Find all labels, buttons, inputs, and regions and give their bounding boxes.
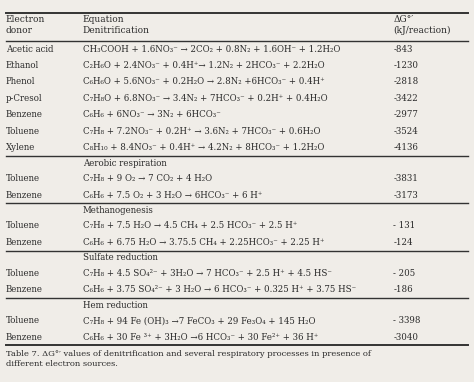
Text: Benzene: Benzene <box>6 191 43 199</box>
Text: -3173: -3173 <box>393 191 418 199</box>
Text: -3040: -3040 <box>393 333 419 342</box>
Text: Table 7. ΔG°′ values of denitrification and several respiratory processes in pre: Table 7. ΔG°′ values of denitrification … <box>6 350 371 368</box>
Text: Toluene: Toluene <box>6 222 40 230</box>
Text: C₆H₆ + 3.75 SO₄²⁻ + 3 H₂O → 6 HCO₃⁻ + 0.325 H⁺ + 3.75 HS⁻: C₆H₆ + 3.75 SO₄²⁻ + 3 H₂O → 6 HCO₃⁻ + 0.… <box>83 285 356 294</box>
Text: C₇H₈ + 4.5 SO₄²⁻ + 3H₂O → 7 HCO₃⁻ + 2.5 H⁺ + 4.5 HS⁻: C₇H₈ + 4.5 SO₄²⁻ + 3H₂O → 7 HCO₃⁻ + 2.5 … <box>83 269 332 278</box>
Text: -3831: -3831 <box>393 174 418 183</box>
Text: Benzene: Benzene <box>6 238 43 247</box>
Text: Phenol: Phenol <box>6 78 35 86</box>
Text: -124: -124 <box>393 238 413 247</box>
Text: ΔG°′
(kJ/reaction): ΔG°′ (kJ/reaction) <box>393 15 451 35</box>
Text: C₈H₁₀ + 8.4NO₃⁻ + 0.4H⁺ → 4.2N₂ + 8HCO₃⁻ + 1.2H₂O: C₈H₁₀ + 8.4NO₃⁻ + 0.4H⁺ → 4.2N₂ + 8HCO₃⁻… <box>83 143 324 152</box>
Text: C₆H₆ + 6.75 H₂O → 3.75.5 CH₄ + 2.25HCO₃⁻ + 2.25 H⁺: C₆H₆ + 6.75 H₂O → 3.75.5 CH₄ + 2.25HCO₃⁻… <box>83 238 324 247</box>
Text: - 131: - 131 <box>393 222 416 230</box>
Text: Toluene: Toluene <box>6 174 40 183</box>
Text: C₇H₈ + 7.5 H₂O → 4.5 CH₄ + 2.5 HCO₃⁻ + 2.5 H⁺: C₇H₈ + 7.5 H₂O → 4.5 CH₄ + 2.5 HCO₃⁻ + 2… <box>83 222 297 230</box>
Text: Benzene: Benzene <box>6 285 43 294</box>
Text: Hem reduction: Hem reduction <box>83 301 148 310</box>
Text: -186: -186 <box>393 285 413 294</box>
Text: C₇H₈ + 9 O₂ → 7 CO₂ + 4 H₂O: C₇H₈ + 9 O₂ → 7 CO₂ + 4 H₂O <box>83 174 212 183</box>
Text: Ethanol: Ethanol <box>6 61 39 70</box>
Text: Toluene: Toluene <box>6 269 40 278</box>
Text: Aerobic respiration: Aerobic respiration <box>83 159 167 168</box>
Text: C₂H₆O + 2.4NO₃⁻ + 0.4H⁺→ 1.2N₂ + 2HCO₃⁻ + 2.2H₂O: C₂H₆O + 2.4NO₃⁻ + 0.4H⁺→ 1.2N₂ + 2HCO₃⁻ … <box>83 61 325 70</box>
Text: Acetic acid: Acetic acid <box>6 45 53 53</box>
Text: C₇H₈O + 6.8NO₃⁻ → 3.4N₂ + 7HCO₃⁻ + 0.2H⁺ + 0.4H₂O: C₇H₈O + 6.8NO₃⁻ → 3.4N₂ + 7HCO₃⁻ + 0.2H⁺… <box>83 94 328 103</box>
Text: Methanogenesis: Methanogenesis <box>83 206 154 215</box>
Text: -3422: -3422 <box>393 94 418 103</box>
Text: CH₃COOH + 1.6NO₃⁻ → 2CO₂ + 0.8N₂ + 1.6OH⁻ + 1.2H₂O: CH₃COOH + 1.6NO₃⁻ → 2CO₂ + 0.8N₂ + 1.6OH… <box>83 45 340 53</box>
Text: C₇H₈ + 7.2NO₃⁻ + 0.2H⁺ → 3.6N₂ + 7HCO₃⁻ + 0.6H₂O: C₇H₈ + 7.2NO₃⁻ + 0.2H⁺ → 3.6N₂ + 7HCO₃⁻ … <box>83 127 320 136</box>
Text: Sulfate reduction: Sulfate reduction <box>83 253 158 262</box>
Text: -1230: -1230 <box>393 61 419 70</box>
Text: Xylene: Xylene <box>6 143 35 152</box>
Text: -2818: -2818 <box>393 78 419 86</box>
Text: Benzene: Benzene <box>6 333 43 342</box>
Text: -2977: -2977 <box>393 110 418 119</box>
Text: -4136: -4136 <box>393 143 418 152</box>
Text: -3524: -3524 <box>393 127 418 136</box>
Text: Benzene: Benzene <box>6 110 43 119</box>
Text: p-Cresol: p-Cresol <box>6 94 42 103</box>
Text: Electron
donor: Electron donor <box>6 15 45 35</box>
Text: Equation
Denitrification: Equation Denitrification <box>83 15 150 35</box>
Text: C₆H₆ + 7.5 O₂ + 3 H₂O → 6HCO₃⁻ + 6 H⁺: C₆H₆ + 7.5 O₂ + 3 H₂O → 6HCO₃⁻ + 6 H⁺ <box>83 191 262 199</box>
Text: C₆H₆ + 30 Fe ³⁺ + 3H₂O →6 HCO₃⁻ + 30 Fe²⁺ + 36 H⁺: C₆H₆ + 30 Fe ³⁺ + 3H₂O →6 HCO₃⁻ + 30 Fe²… <box>83 333 319 342</box>
Text: - 3398: - 3398 <box>393 316 421 325</box>
Text: C₆H₆O + 5.6NO₃⁻ + 0.2H₂O → 2.8N₂ +6HCO₃⁻ + 0.4H⁺: C₆H₆O + 5.6NO₃⁻ + 0.2H₂O → 2.8N₂ +6HCO₃⁻… <box>83 78 325 86</box>
Text: - 205: - 205 <box>393 269 416 278</box>
Text: C₇H₈ + 94 Fe (OH)₃ →7 FeCO₃ + 29 Fe₃O₄ + 145 H₂O: C₇H₈ + 94 Fe (OH)₃ →7 FeCO₃ + 29 Fe₃O₄ +… <box>83 316 316 325</box>
Text: C₆H₆ + 6NO₃⁻ → 3N₂ + 6HCO₃⁻: C₆H₆ + 6NO₃⁻ → 3N₂ + 6HCO₃⁻ <box>83 110 221 119</box>
Text: Toluene: Toluene <box>6 316 40 325</box>
Text: Toluene: Toluene <box>6 127 40 136</box>
Text: -843: -843 <box>393 45 413 53</box>
